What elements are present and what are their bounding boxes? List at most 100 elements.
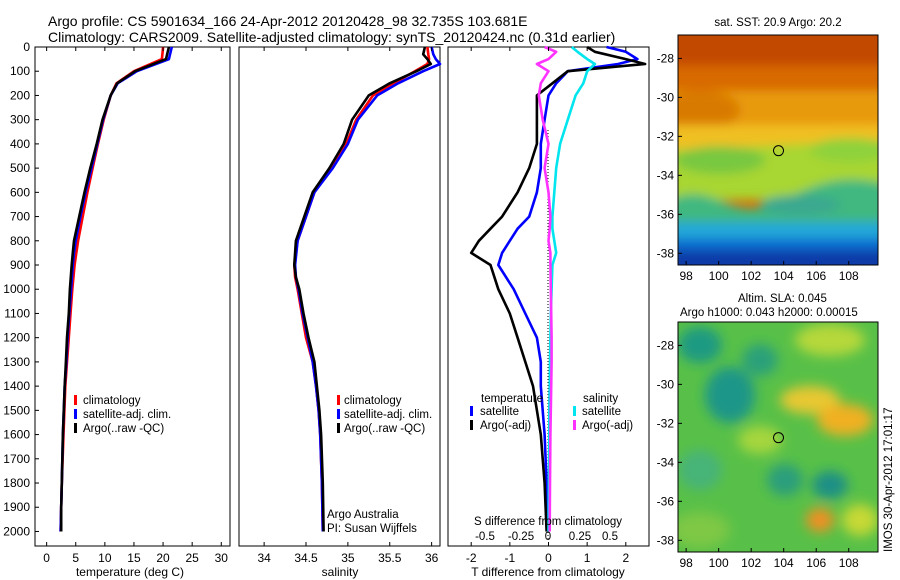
legend-title-salinity: salinity	[583, 393, 618, 405]
depth-tick-label: 1300	[3, 355, 30, 369]
depth-tick-label: 400	[10, 137, 30, 151]
x-tick-label: -1	[505, 551, 516, 565]
series-line-argo-raw-qc	[292, 46, 433, 532]
depth-tick-label: 1000	[3, 282, 30, 296]
depth-tick-label: 1800	[3, 476, 30, 490]
sst-map-ticks: 98 100 102 104 106 108 -28 -30 -32 -34 -36 -38	[657, 51, 859, 283]
map-x-tick-label: 108	[839, 556, 859, 570]
depth-tick-label: 1700	[3, 452, 30, 466]
x-tick-label: 0	[43, 551, 50, 565]
legend-label-sal-argo: Argo(-adj)	[582, 420, 633, 432]
legend-swatch-argo	[74, 423, 77, 433]
map-y-tick-label: -34	[657, 455, 675, 469]
sst-map-panel: sat. SST: 20.9 Argo: 20.2 98 100 102 104 106…	[657, 17, 879, 283]
legend-title-temperature: temperature	[481, 393, 543, 405]
map-x-tick-label: 98	[679, 556, 693, 570]
legend-swatch-argo	[337, 423, 340, 433]
x-tick-label: 2	[622, 551, 629, 565]
sla-map-title-line1: Altim. SLA: 0.045	[738, 293, 827, 305]
top-tick-label: 0.5	[602, 531, 618, 543]
top-tick-label: 0.25	[569, 531, 591, 543]
temperature-legend: climatology satellite-adj. clim. Argo(..…	[74, 395, 171, 435]
map-x-tick-label: 100	[709, 556, 729, 570]
sla-map-ticks: 98 100 102 104 106 108 -28 -30 -32 -34 -36 -38	[657, 338, 859, 570]
annotation-pi: PI: Susan Wijffels	[327, 523, 417, 535]
legend-label-climatology: climatology	[344, 395, 402, 407]
x-tick-label: 34	[257, 551, 271, 565]
depth-tick-label: 300	[10, 113, 30, 127]
x-tick-label: 25	[185, 551, 199, 565]
depth-axis-ticks: 0 100 200 300 400 500 600 700 800 900 1000 1100 1200…	[3, 40, 39, 538]
difference-xlabel-top: S difference from climatology	[474, 516, 622, 528]
salinity-series-group	[292, 46, 442, 532]
map-x-tick-label: 104	[774, 556, 794, 570]
map-x-tick-label: 104	[774, 269, 794, 283]
map-y-tick-label: -36	[657, 494, 675, 508]
depth-tick-label: 1400	[3, 379, 30, 393]
top-tick-label: 0	[545, 531, 551, 543]
map-y-tick-label: -38	[657, 246, 675, 260]
legend-swatch-climatology	[337, 395, 340, 405]
map-x-tick-label: 98	[679, 269, 693, 283]
map-x-tick-label: 102	[741, 556, 761, 570]
legend-label-argo: Argo(..raw -QC)	[344, 423, 425, 435]
salinity-plot-frame	[238, 46, 441, 547]
map-y-tick-label: -32	[657, 129, 675, 143]
legend-label-argo: Argo(..raw -QC)	[83, 423, 164, 435]
series-line-temperature-argo-adj	[469, 45, 647, 532]
map-y-tick-label: -36	[657, 207, 675, 221]
map-y-tick-label: -30	[657, 90, 675, 104]
x-tick-label: 20	[156, 551, 170, 565]
salinity-xlabel: salinity	[322, 565, 359, 579]
map-y-tick-label: -28	[657, 338, 675, 352]
legend-swatch-sal-satellite	[573, 406, 576, 416]
sst-map-frame	[677, 34, 879, 266]
difference-top-ticks: -0.5 -0.25 0 0.25 0.5	[475, 531, 618, 543]
map-x-tick-label: 106	[806, 556, 826, 570]
depth-tick-label: 1900	[3, 500, 30, 514]
argo-position-marker	[773, 432, 785, 444]
sst-heatmap	[678, 35, 878, 265]
legend-label-sal-satellite: satellite	[582, 406, 621, 418]
series-line-salinity-satellite	[547, 45, 597, 532]
depth-tick-label: 500	[10, 161, 30, 175]
series-line-argo-raw-qc	[59, 46, 171, 532]
depth-tick-label: 900	[10, 258, 30, 272]
x-tick-label: -2	[466, 551, 477, 565]
legend-label-satellite: satellite-adj. clim.	[83, 409, 171, 421]
difference-x-ticks: -2 -1 0 1 2	[466, 47, 629, 565]
depth-tick-label: 1600	[3, 428, 30, 442]
top-tick-label: -0.5	[475, 531, 495, 543]
figure-title-line2: Climatology: CARS2009. Satellite-adjuste…	[48, 29, 615, 45]
map-x-tick-label: 102	[741, 269, 761, 283]
map-x-tick-label: 108	[839, 269, 859, 283]
legend-swatch-temp-satellite	[470, 406, 473, 416]
salinity-x-ticks: 34 34.5 35 35.5 36	[257, 47, 439, 565]
legend-swatch-climatology	[74, 395, 77, 405]
map-y-tick-label: -38	[657, 533, 675, 547]
argo-position-marker	[773, 145, 785, 157]
difference-xlabel: T difference from climatology	[471, 565, 625, 579]
top-tick-label: -0.25	[508, 531, 534, 543]
temperature-x-ticks: 0 5 10 15 20 25 30	[43, 47, 228, 565]
annotation-argo-australia: Argo Australia	[327, 509, 399, 521]
depth-tick-label: 100	[10, 64, 30, 78]
temperature-panel: 0 5 10 15 20 25 30 temperature (deg C) climato…	[34, 46, 231, 579]
difference-series-group	[469, 45, 647, 532]
series-line-salinity-argo-adj	[535, 45, 558, 532]
sla-map-panel: Altim. SLA: 0.045 Argo h1000: 0.043 h200…	[657, 293, 895, 570]
sla-heatmap	[678, 322, 878, 552]
legend-swatch-temp-argo	[470, 420, 473, 430]
map-y-tick-label: -28	[657, 51, 675, 65]
map-x-tick-label: 100	[709, 269, 729, 283]
map-y-tick-label: -32	[657, 416, 675, 430]
depth-tick-label: 2000	[3, 524, 30, 538]
legend-swatch-satellite	[74, 409, 77, 419]
temperature-xlabel: temperature (deg C)	[76, 565, 184, 579]
x-tick-label: 10	[98, 551, 112, 565]
depth-tick-label: 700	[10, 210, 30, 224]
x-tick-label: 15	[127, 551, 141, 565]
x-tick-label: 35.5	[378, 551, 402, 565]
x-tick-label: 1	[584, 551, 591, 565]
